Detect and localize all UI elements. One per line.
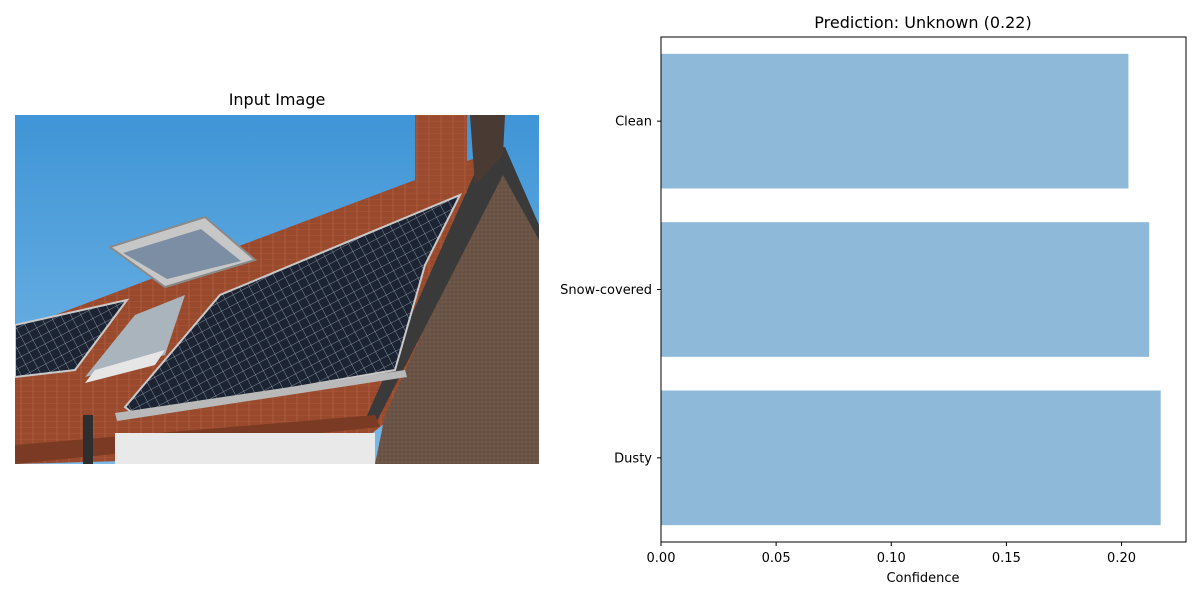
x-tick-label: 0.00	[647, 551, 676, 566]
y-tick-label: Dusty	[614, 451, 652, 466]
input-image	[15, 115, 539, 464]
chart-title: Prediction: Unknown (0.22)	[814, 13, 1031, 32]
x-tick-label: 0.15	[992, 551, 1021, 566]
x-tick-label: 0.20	[1107, 551, 1136, 566]
y-tick-label: Snow-covered	[560, 283, 652, 298]
bar-snow-covered	[661, 222, 1150, 357]
y-tick-label: Clean	[615, 115, 652, 130]
bar-clean	[661, 53, 1129, 189]
x-axis-label: Confidence	[886, 571, 959, 586]
x-tick-label: 0.10	[877, 551, 906, 566]
input-image-title: Input Image	[228, 90, 326, 109]
bar-dusty	[661, 390, 1161, 526]
x-tick-label: 0.05	[762, 551, 791, 566]
